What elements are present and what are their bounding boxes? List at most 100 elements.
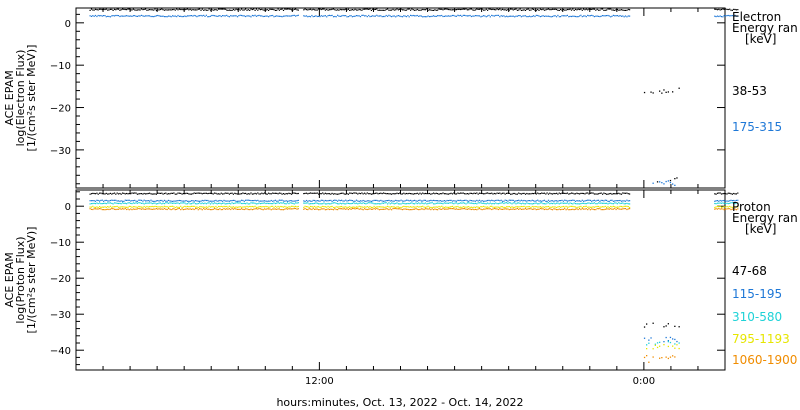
data-point bbox=[312, 203, 314, 205]
data-point bbox=[437, 9, 439, 11]
data-point bbox=[550, 206, 552, 208]
data-point bbox=[241, 206, 243, 208]
data-point bbox=[412, 200, 414, 202]
data-point bbox=[342, 9, 344, 11]
data-point bbox=[576, 16, 578, 18]
data-point bbox=[373, 205, 375, 207]
data-point bbox=[565, 199, 567, 202]
data-point bbox=[157, 208, 159, 210]
data-point bbox=[139, 206, 141, 208]
data-point bbox=[547, 193, 550, 195]
data-point bbox=[242, 15, 244, 17]
data-point bbox=[667, 341, 669, 343]
data-point bbox=[483, 202, 485, 204]
data-point bbox=[332, 8, 335, 10]
data-point bbox=[545, 15, 547, 17]
data-point bbox=[669, 356, 672, 358]
data-point bbox=[199, 202, 201, 204]
data-point bbox=[280, 202, 282, 204]
data-point bbox=[484, 206, 486, 208]
data-point bbox=[373, 207, 375, 210]
data-point bbox=[462, 192, 464, 194]
data-point bbox=[381, 16, 383, 18]
data-point bbox=[324, 203, 326, 205]
data-point bbox=[427, 200, 429, 202]
data-point bbox=[719, 205, 721, 207]
data-point bbox=[219, 15, 221, 17]
data-point bbox=[227, 208, 229, 210]
data-point bbox=[531, 199, 533, 201]
data-point bbox=[90, 8, 93, 10]
data-point bbox=[534, 15, 536, 18]
data-point bbox=[215, 15, 217, 17]
data-point bbox=[604, 193, 606, 195]
data-point bbox=[518, 15, 520, 17]
data-point bbox=[530, 193, 532, 195]
data-point bbox=[247, 206, 249, 208]
data-point bbox=[465, 206, 467, 208]
data-point bbox=[667, 91, 669, 93]
data-point bbox=[123, 206, 125, 208]
data-point bbox=[338, 203, 340, 205]
data-point bbox=[384, 9, 386, 11]
data-point bbox=[441, 200, 443, 202]
data-point bbox=[396, 192, 398, 194]
data-point bbox=[591, 200, 593, 202]
data-point bbox=[561, 202, 563, 204]
data-point bbox=[399, 206, 401, 209]
data-point bbox=[295, 8, 297, 10]
data-point bbox=[612, 205, 614, 207]
data-point bbox=[140, 199, 143, 201]
data-point bbox=[493, 192, 495, 195]
data-point bbox=[186, 205, 189, 208]
data-point bbox=[222, 15, 224, 17]
data-point bbox=[265, 208, 267, 210]
data-point bbox=[569, 15, 571, 17]
data-point bbox=[292, 205, 294, 207]
data-point bbox=[370, 193, 372, 195]
data-point bbox=[430, 202, 432, 204]
data-point bbox=[410, 209, 412, 211]
data-point bbox=[387, 15, 389, 17]
data-point bbox=[134, 208, 136, 210]
data-point bbox=[165, 16, 167, 18]
data-point bbox=[733, 8, 735, 10]
data-point bbox=[131, 200, 133, 202]
data-point bbox=[165, 9, 167, 11]
data-point bbox=[136, 193, 138, 195]
y-axis-label: log(Electron Flux) bbox=[14, 50, 27, 147]
data-point bbox=[729, 202, 731, 204]
data-point bbox=[460, 208, 462, 210]
data-point bbox=[560, 16, 562, 18]
data-point bbox=[624, 200, 627, 202]
data-point bbox=[396, 208, 398, 210]
data-point bbox=[737, 192, 739, 194]
data-point bbox=[250, 192, 252, 194]
data-point bbox=[258, 14, 260, 16]
data-point bbox=[135, 208, 137, 210]
data-point bbox=[354, 200, 356, 202]
data-point bbox=[405, 203, 408, 205]
data-point bbox=[376, 14, 378, 16]
data-point bbox=[167, 207, 170, 210]
data-point bbox=[99, 192, 101, 194]
data-point bbox=[285, 208, 287, 210]
data-point bbox=[282, 193, 285, 195]
data-point bbox=[207, 202, 209, 204]
data-point bbox=[96, 202, 98, 204]
data-point bbox=[178, 203, 180, 205]
data-point bbox=[611, 208, 613, 210]
data-point bbox=[292, 200, 294, 202]
data-point bbox=[445, 200, 447, 202]
data-point bbox=[397, 200, 399, 202]
data-point bbox=[553, 8, 555, 10]
data-point bbox=[535, 202, 537, 204]
data-point bbox=[716, 202, 719, 204]
data-point bbox=[433, 199, 435, 201]
data-point bbox=[149, 192, 151, 194]
data-point bbox=[426, 203, 428, 205]
data-point bbox=[359, 200, 362, 202]
data-point bbox=[123, 208, 125, 210]
data-point bbox=[572, 203, 574, 205]
data-point bbox=[564, 15, 566, 17]
